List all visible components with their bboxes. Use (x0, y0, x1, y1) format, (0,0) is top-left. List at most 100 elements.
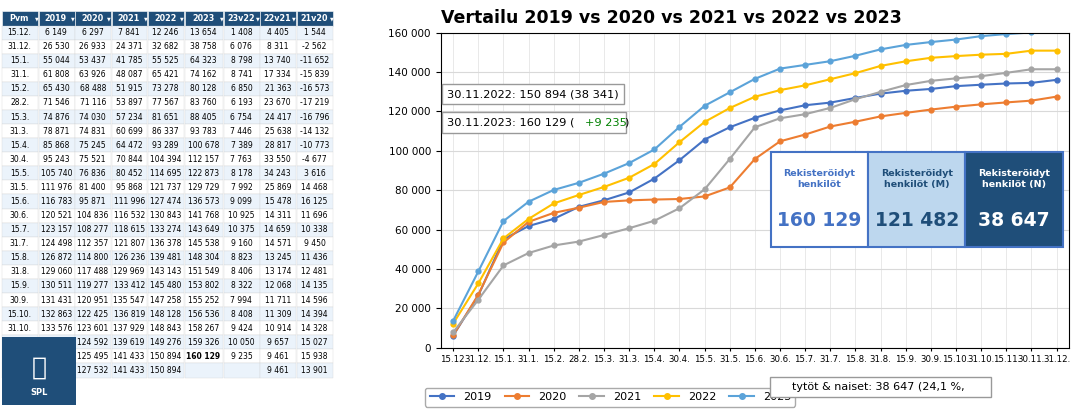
2021 (472, 297, 485, 302)
Text: 76 836: 76 836 (80, 169, 106, 178)
Text: 100 678: 100 678 (188, 141, 219, 150)
Text: 24 417: 24 417 (265, 112, 291, 121)
Text: 33 550: 33 550 (265, 155, 292, 164)
Text: 93 783: 93 783 (190, 127, 217, 136)
2022 (799, 83, 812, 88)
Bar (112, 25, 147, 40)
Text: 116 783: 116 783 (41, 197, 72, 206)
Bar (76, 293, 111, 307)
2020 (548, 210, 561, 215)
Bar (224, 110, 259, 124)
Bar (76, 68, 111, 82)
Bar (2, 321, 38, 335)
2020 (773, 139, 786, 144)
2023 (824, 59, 837, 64)
Text: 148 304: 148 304 (188, 253, 219, 262)
Bar (148, 349, 184, 364)
2023 (849, 53, 862, 58)
2023 (497, 218, 510, 223)
2023 (1000, 31, 1013, 36)
Bar (76, 54, 111, 68)
Bar (112, 54, 147, 68)
Text: 10 914: 10 914 (265, 324, 291, 333)
Text: 129 729: 129 729 (188, 183, 219, 192)
Bar (76, 222, 111, 237)
Bar (297, 166, 334, 180)
2019 (497, 237, 510, 242)
Text: 31.8.: 31.8. (10, 267, 29, 276)
Bar (185, 195, 224, 209)
2021 (900, 83, 913, 88)
Bar (224, 209, 259, 222)
Bar (112, 265, 147, 279)
Text: -11 652: -11 652 (300, 56, 329, 65)
Bar (185, 11, 224, 25)
Text: 111 996: 111 996 (113, 197, 145, 206)
Bar (297, 237, 334, 251)
Bar (148, 251, 184, 265)
Text: 112 357: 112 357 (77, 239, 108, 248)
2020 (924, 107, 937, 112)
2020 (900, 110, 913, 115)
2021 (673, 206, 686, 211)
2020 (623, 198, 636, 203)
2020 (497, 240, 510, 245)
2022 (773, 88, 786, 92)
2023 (949, 37, 962, 42)
Bar (297, 364, 334, 378)
Text: 139 481: 139 481 (150, 253, 181, 262)
Text: 13 654: 13 654 (190, 28, 217, 37)
Text: 155 252: 155 252 (188, 296, 219, 305)
Bar (260, 321, 296, 335)
Bar (2, 166, 38, 180)
Bar (185, 180, 224, 195)
2019 (949, 84, 962, 89)
Text: 139 619: 139 619 (113, 338, 145, 347)
Text: 7 389: 7 389 (230, 141, 253, 150)
Bar (297, 11, 334, 25)
Text: 8 311: 8 311 (267, 42, 288, 51)
Text: 150 894: 150 894 (150, 352, 181, 361)
2022 (748, 94, 761, 99)
2022 (597, 184, 610, 189)
Line: 2020: 2020 (450, 94, 1059, 338)
Text: 95 243: 95 243 (43, 155, 69, 164)
Bar (260, 152, 296, 166)
Bar (185, 293, 224, 307)
Bar (148, 25, 184, 40)
Bar (224, 335, 259, 349)
Bar (185, 209, 224, 222)
2023 (522, 199, 535, 204)
Bar (297, 349, 334, 364)
Bar (39, 321, 75, 335)
Bar (260, 237, 296, 251)
Text: 8 406: 8 406 (230, 267, 253, 276)
2020 (472, 292, 485, 297)
Bar (39, 40, 75, 54)
Text: 133 274: 133 274 (150, 225, 181, 234)
Text: 127 474: 127 474 (150, 197, 181, 206)
Bar (185, 25, 224, 40)
Bar (148, 293, 184, 307)
2020 (975, 102, 988, 107)
Bar (76, 166, 111, 180)
Bar (76, 195, 111, 209)
Text: 78 871: 78 871 (43, 127, 69, 136)
Bar (260, 25, 296, 40)
Text: 129 969: 129 969 (113, 267, 145, 276)
Text: 104 836: 104 836 (77, 211, 108, 220)
Text: 6 193: 6 193 (230, 99, 253, 108)
Bar (39, 152, 75, 166)
Bar (297, 307, 334, 321)
Text: 23 670: 23 670 (265, 99, 292, 108)
Bar (260, 307, 296, 321)
Text: 74 876: 74 876 (43, 112, 69, 121)
2022 (673, 140, 686, 145)
Bar (297, 110, 334, 124)
Bar (112, 152, 147, 166)
Bar (2, 195, 38, 209)
2023 (900, 43, 913, 47)
Bar (2, 11, 38, 25)
2021 (548, 243, 561, 248)
Text: 119 277: 119 277 (77, 281, 108, 290)
